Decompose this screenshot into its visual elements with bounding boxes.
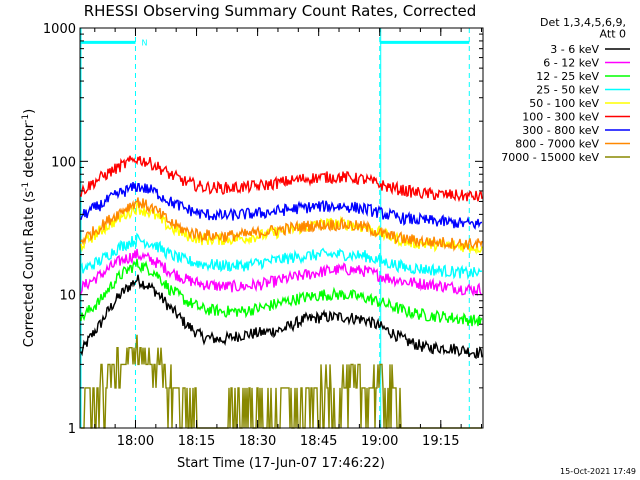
y-tick-label: 100 (51, 155, 76, 170)
x-tick-label: 19:00 (361, 434, 398, 449)
series-line-1 (80, 248, 483, 297)
legend-label: 12 - 25 keV (536, 70, 599, 83)
y-axis-label: Corrected Count Rate (s-1 detector-1) (21, 109, 37, 347)
x-tick-label: 19:15 (422, 434, 459, 449)
legend-label: 800 - 7000 keV (515, 138, 599, 151)
footer-timestamp: 15-Oct-2021 17:49 (560, 467, 636, 476)
x-axis-label: Start Time (17-Jun-07 17:46:22) (177, 456, 385, 471)
y-tick-label: 10 (59, 289, 76, 304)
legend-header: Att 0 (600, 28, 626, 41)
legend-label: 3 - 6 keV (550, 43, 599, 56)
series-line-5 (80, 155, 483, 203)
series-line-3 (80, 232, 483, 281)
legend-label: 25 - 50 keV (536, 84, 599, 97)
series-line-2 (80, 258, 483, 327)
night-marker-label: N (141, 38, 147, 47)
legend-label: 7000 - 15000 keV (501, 151, 599, 164)
series-line-0 (80, 274, 483, 360)
chart-title: RHESSI Observing Summary Count Rates, Co… (84, 2, 477, 20)
series-line-7 (80, 197, 483, 252)
x-tick-label: 18:45 (300, 434, 337, 449)
series-line-6 (80, 181, 482, 230)
x-tick-label: 18:00 (117, 434, 154, 449)
plot-frame (79, 27, 484, 429)
x-tick-label: 18:15 (178, 434, 215, 449)
legend-header: Det 1,3,4,5,6,9, (540, 16, 626, 29)
y-tick-label: 1 (68, 422, 76, 437)
series-layer (80, 155, 483, 429)
legend-label: 6 - 12 keV (543, 57, 599, 70)
x-tick-label: 18:30 (239, 434, 276, 449)
y-tick-label: 1000 (43, 22, 76, 37)
legend-label: 100 - 300 keV (522, 111, 599, 124)
legend-label: 300 - 800 keV (522, 124, 599, 137)
axes-layer: 18:00 18:15 18:30 18:45 19:00 19:15 1 10 100 1000 (43, 22, 483, 449)
legend-label: 50 - 100 keV (529, 97, 599, 110)
